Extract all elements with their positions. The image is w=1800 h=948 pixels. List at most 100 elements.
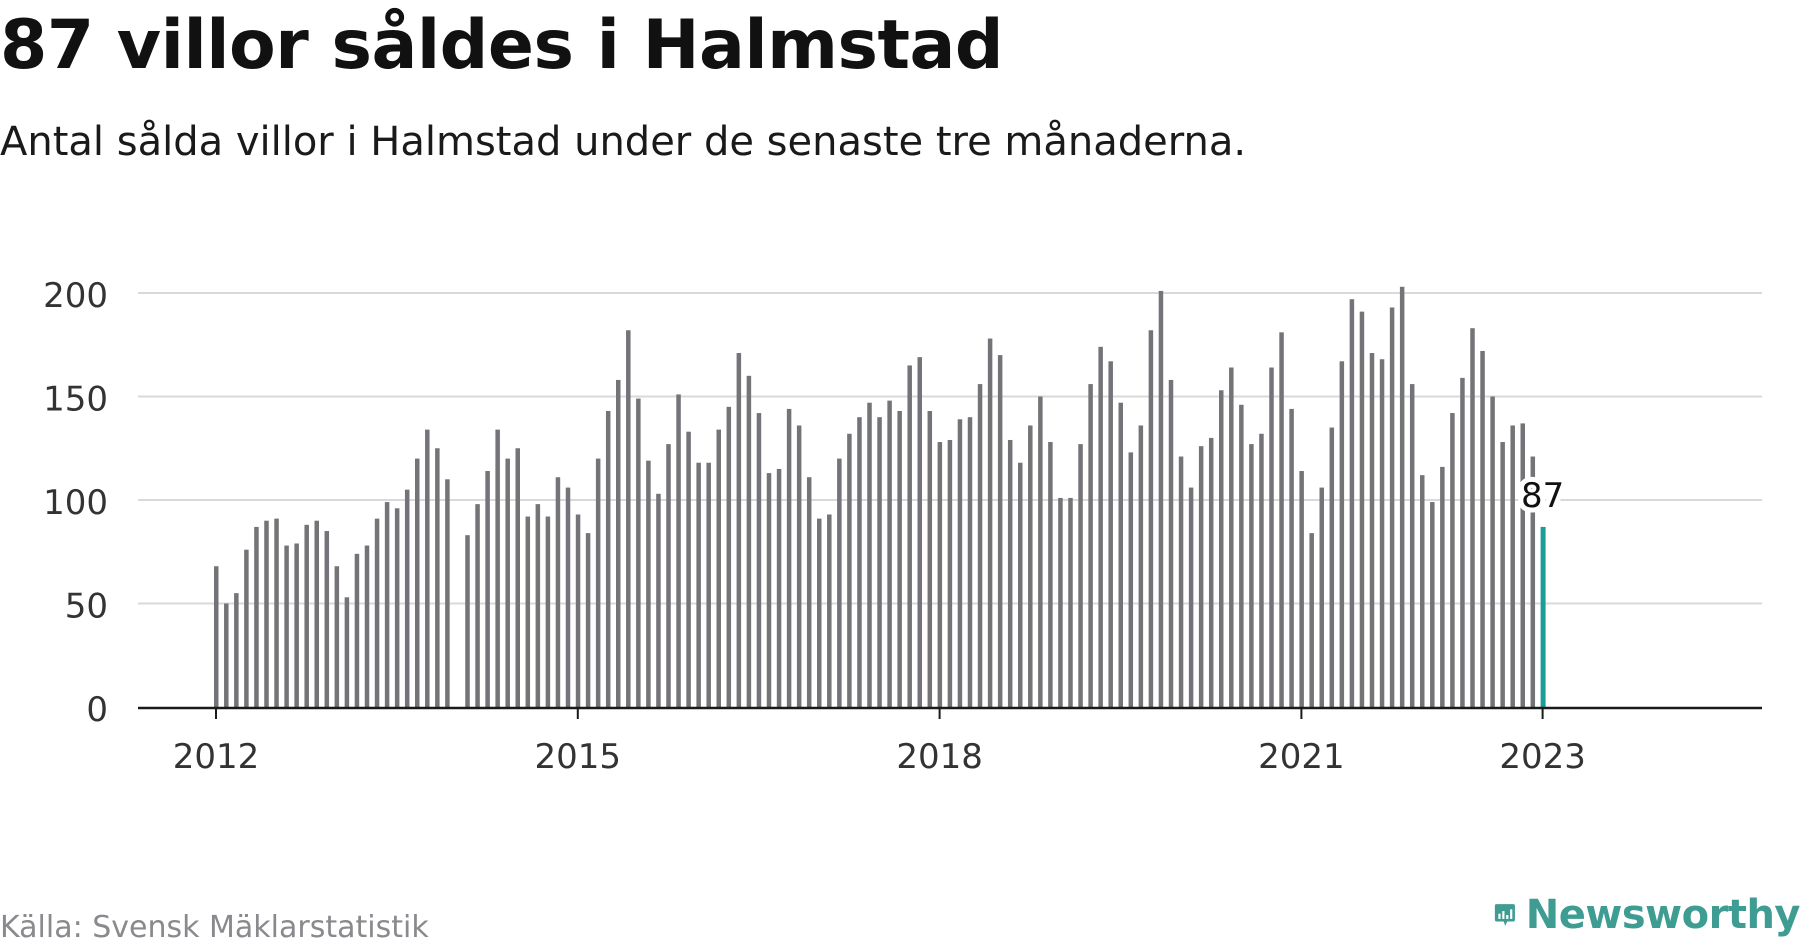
bar [284, 545, 289, 707]
bar [997, 355, 1003, 707]
bar [1299, 471, 1304, 707]
bar [555, 477, 561, 707]
bar [344, 597, 350, 707]
source-note: Källa: Svensk Mäklarstatistik [0, 910, 429, 945]
bar [1028, 425, 1033, 707]
bar [374, 518, 380, 707]
bar [1269, 367, 1274, 707]
bar [425, 429, 430, 707]
bar [1018, 462, 1023, 707]
highlight-value-halo: 87 [1521, 476, 1564, 516]
bar [1188, 487, 1194, 707]
bar [1430, 502, 1435, 707]
bar [1088, 384, 1093, 707]
bar [867, 402, 872, 707]
x-tick-label: 2012 [173, 737, 260, 777]
bar-highlight [1540, 526, 1546, 707]
bar [505, 458, 510, 707]
bar [636, 398, 641, 707]
bar [274, 518, 279, 707]
bar [1128, 452, 1134, 707]
bar [254, 526, 259, 707]
brand-logo[interactable]: Newsworthy [1494, 888, 1800, 942]
bar [1510, 425, 1515, 707]
bar [304, 524, 309, 707]
bar [314, 520, 319, 707]
bar [756, 413, 762, 707]
bar [796, 425, 802, 707]
bar [565, 487, 571, 707]
bar [776, 468, 782, 707]
bar [676, 394, 681, 707]
bar [1239, 404, 1244, 707]
bar [1319, 487, 1324, 707]
bar [1460, 377, 1465, 707]
bar [264, 520, 269, 707]
bar [706, 462, 711, 707]
bar [1148, 330, 1154, 707]
bar [364, 545, 370, 707]
bar [224, 603, 229, 707]
bar [1450, 413, 1455, 707]
bar [786, 408, 792, 707]
bar [1470, 328, 1475, 707]
bar [485, 471, 490, 707]
bar [495, 429, 500, 707]
bar [535, 504, 541, 707]
bar [957, 419, 963, 707]
bar [977, 384, 983, 707]
bar [234, 593, 239, 707]
bar [746, 375, 752, 707]
bar [877, 417, 882, 707]
bar [1279, 332, 1284, 707]
bar [817, 518, 822, 707]
bar [515, 448, 520, 707]
bar [1399, 286, 1405, 707]
bar [1289, 408, 1294, 707]
bar [1007, 439, 1013, 707]
bar [525, 516, 531, 707]
bar [1359, 311, 1365, 707]
bars [214, 286, 1546, 707]
bar [666, 444, 671, 707]
chart-title: 87 villor såldes i Halmstad [0, 6, 1004, 85]
bar [716, 429, 721, 707]
brand-name: Newsworthy [1525, 892, 1800, 938]
bar [1490, 396, 1495, 707]
bar [244, 549, 249, 707]
bar [1048, 442, 1053, 707]
bar [887, 400, 892, 707]
bar [937, 442, 943, 707]
axes [138, 706, 1762, 719]
y-tick-label: 100 [43, 483, 108, 523]
bar [806, 477, 812, 707]
bar [605, 410, 611, 707]
bar [626, 330, 631, 707]
bar [1098, 346, 1103, 707]
bar [575, 514, 581, 707]
bar [827, 514, 832, 707]
bar [415, 458, 420, 707]
chart-subtitle: Antal sålda villor i Halmstad under de s… [0, 119, 1247, 165]
bar [1309, 533, 1314, 707]
bar [1259, 433, 1264, 707]
y-tick-label: 150 [43, 380, 108, 420]
y-tick-label: 200 [43, 276, 108, 316]
bar [927, 410, 933, 707]
bar [1208, 437, 1214, 707]
bar [696, 462, 701, 707]
bar [847, 433, 852, 707]
bar [435, 448, 440, 707]
bar [766, 473, 772, 707]
bar [1339, 361, 1345, 707]
bar [1068, 497, 1073, 707]
bar [1108, 361, 1113, 707]
bar [394, 508, 400, 707]
bar [1219, 390, 1224, 707]
bar [1138, 425, 1144, 707]
bar [1520, 423, 1525, 707]
bar [1038, 396, 1043, 707]
bar [384, 502, 390, 707]
bar [726, 406, 732, 707]
